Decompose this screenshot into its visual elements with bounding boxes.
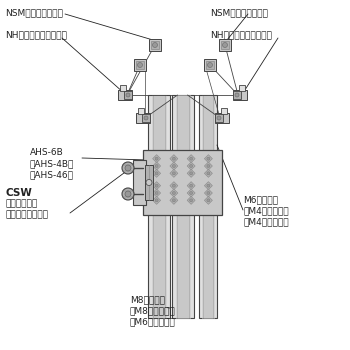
Polygon shape — [170, 182, 178, 190]
Circle shape — [172, 191, 175, 195]
Bar — [151, 41, 159, 49]
Bar — [133, 160, 146, 205]
Circle shape — [207, 164, 210, 168]
Circle shape — [217, 116, 221, 120]
Text: NH（ナットホルダー）: NH（ナットホルダー） — [210, 30, 272, 39]
Circle shape — [125, 191, 131, 197]
Polygon shape — [204, 189, 212, 197]
Polygon shape — [170, 189, 178, 197]
Polygon shape — [204, 155, 212, 163]
Circle shape — [122, 162, 134, 174]
Circle shape — [155, 199, 158, 202]
Bar — [204, 59, 216, 71]
Circle shape — [190, 164, 193, 168]
Bar — [143, 150, 222, 215]
Bar — [145, 165, 153, 200]
Polygon shape — [170, 169, 178, 177]
Circle shape — [144, 116, 148, 120]
Circle shape — [207, 172, 210, 175]
Circle shape — [172, 199, 175, 202]
Polygon shape — [204, 196, 212, 204]
Polygon shape — [187, 196, 195, 204]
Bar — [215, 113, 229, 123]
Circle shape — [125, 165, 131, 171]
Text: 座金組み込み
六觓稴付きボルト: 座金組み込み 六觓稴付きボルト — [5, 199, 48, 219]
Polygon shape — [170, 196, 178, 204]
Bar — [136, 113, 150, 123]
Circle shape — [190, 184, 193, 187]
Text: NSM（四觓ナット）: NSM（四觓ナット） — [210, 8, 268, 17]
Text: CSW: CSW — [5, 188, 32, 198]
Circle shape — [190, 191, 193, 195]
Polygon shape — [153, 182, 161, 190]
Circle shape — [122, 188, 134, 200]
Bar — [199, 95, 217, 318]
Polygon shape — [153, 155, 161, 163]
Text: AHS-6B
（AHS-4B）
（AHS-46）: AHS-6B （AHS-4B） （AHS-46） — [30, 148, 74, 179]
Bar — [120, 85, 126, 91]
Polygon shape — [204, 162, 212, 170]
Text: NSM（四觓ナット）: NSM（四觓ナット） — [5, 8, 63, 17]
Text: M8フレーム
（M8フレーム）
（M6フレーム）: M8フレーム （M8フレーム） （M6フレーム） — [130, 295, 176, 326]
Bar — [233, 91, 241, 99]
Bar — [142, 114, 150, 122]
Text: M6フレーム
（M4フレーム）
（M4フレーム）: M6フレーム （M4フレーム） （M4フレーム） — [243, 195, 289, 226]
Circle shape — [190, 199, 193, 202]
Circle shape — [208, 63, 212, 68]
Polygon shape — [170, 162, 178, 170]
Polygon shape — [153, 169, 161, 177]
Circle shape — [172, 157, 175, 160]
Circle shape — [155, 172, 158, 175]
Polygon shape — [187, 182, 195, 190]
Bar — [172, 95, 194, 318]
Circle shape — [155, 164, 158, 168]
Bar — [219, 39, 231, 51]
Bar — [149, 39, 161, 51]
Circle shape — [126, 93, 130, 97]
Bar — [221, 41, 229, 49]
Polygon shape — [204, 169, 212, 177]
Circle shape — [235, 93, 239, 97]
Polygon shape — [187, 189, 195, 197]
Bar — [153, 95, 165, 318]
Circle shape — [153, 42, 158, 48]
Circle shape — [155, 184, 158, 187]
Circle shape — [146, 180, 152, 186]
Polygon shape — [187, 169, 195, 177]
Circle shape — [207, 157, 210, 160]
Circle shape — [172, 164, 175, 168]
Circle shape — [172, 184, 175, 187]
Circle shape — [207, 184, 210, 187]
Circle shape — [138, 63, 142, 68]
Circle shape — [207, 199, 210, 202]
Polygon shape — [153, 162, 161, 170]
Circle shape — [190, 157, 193, 160]
Polygon shape — [187, 162, 195, 170]
Bar — [221, 108, 227, 114]
Circle shape — [207, 191, 210, 195]
Polygon shape — [153, 189, 161, 197]
Polygon shape — [204, 182, 212, 190]
Bar — [203, 95, 213, 318]
Circle shape — [172, 172, 175, 175]
Circle shape — [155, 191, 158, 195]
Polygon shape — [153, 196, 161, 204]
Bar — [239, 85, 245, 91]
Bar — [136, 61, 144, 69]
Bar — [118, 90, 132, 100]
Circle shape — [155, 157, 158, 160]
Polygon shape — [170, 155, 178, 163]
Circle shape — [190, 172, 193, 175]
Circle shape — [223, 42, 228, 48]
Polygon shape — [187, 155, 195, 163]
Text: NH（ナットホルダー）: NH（ナットホルダー） — [5, 30, 67, 39]
Bar — [206, 61, 214, 69]
Bar — [177, 95, 189, 318]
Bar — [233, 90, 247, 100]
Bar — [215, 114, 223, 122]
Bar — [124, 91, 132, 99]
Bar — [148, 95, 170, 318]
Bar — [134, 59, 146, 71]
Bar — [138, 108, 144, 114]
